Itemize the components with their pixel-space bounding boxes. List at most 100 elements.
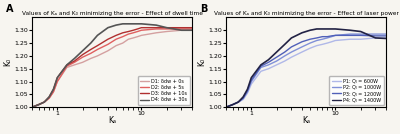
D2: δdw + 5s: (20, 1.3): δdw + 5s: (20, 1.3) (164, 28, 169, 30)
D3: δdw + 10s: (10, 1.31): δdw + 10s: (10, 1.31) (139, 27, 144, 29)
D1: δdw + 0s: (9, 1.27): δdw + 0s: (9, 1.27) (135, 36, 140, 38)
P1: Qₗ = 600W: (0.6, 1.01): Qₗ = 600W: (0.6, 1.01) (230, 104, 235, 105)
D1: δdw + 0s: (2, 1.18): δdw + 0s: (2, 1.18) (80, 62, 85, 63)
D2: δdw + 5s: (8, 1.29): δdw + 5s: (8, 1.29) (131, 32, 136, 34)
P2: Qₗ = 1000W: (1.3, 1.16): Qₗ = 1000W: (1.3, 1.16) (258, 67, 263, 68)
D3: δdw + 10s: (15, 1.31): δdw + 10s: (15, 1.31) (154, 27, 158, 29)
P4: Qₗ = 1400W: (9, 1.3): Qₗ = 1400W: (9, 1.3) (329, 28, 334, 30)
D2: δdw + 5s: (4, 1.25): δdw + 5s: (4, 1.25) (106, 44, 110, 45)
P3: Qₗ = 1200W: (40, 1.28): Qₗ = 1200W: (40, 1.28) (384, 35, 388, 37)
D4: δdw + 30s: (20, 1.31): δdw + 30s: (20, 1.31) (164, 27, 169, 29)
D2: δdw + 5s: (0.5, 1): δdw + 5s: (0.5, 1) (30, 106, 34, 108)
D2: δdw + 5s: (9, 1.29): δdw + 5s: (9, 1.29) (135, 31, 140, 32)
P3: Qₗ = 1200W: (0.6, 1.01): Qₗ = 1200W: (0.6, 1.01) (230, 104, 235, 105)
D3: δdw + 10s: (30, 1.31): δdw + 10s: (30, 1.31) (179, 27, 184, 29)
D1: δdw + 0s: (2.5, 1.19): δdw + 0s: (2.5, 1.19) (88, 58, 93, 59)
P4: Qₗ = 1400W: (7, 1.3): Qₗ = 1400W: (7, 1.3) (320, 28, 325, 30)
D3: δdw + 10s: (0.9, 1.07): δdw + 10s: (0.9, 1.07) (51, 88, 56, 90)
Legend: P1: Qₗ = 600W, P2: Qₗ = 1000W, P3: Qₗ = 1200W, P4: Qₗ = 1400W: P1: Qₗ = 600W, P2: Qₗ = 1000W, P3: Qₗ = … (330, 76, 384, 105)
D1: δdw + 0s: (1.6, 1.17): δdw + 0s: (1.6, 1.17) (72, 64, 77, 66)
P2: Qₗ = 1000W: (9, 1.27): Qₗ = 1000W: (9, 1.27) (329, 36, 334, 38)
D2: δdw + 5s: (15, 1.3): δdw + 5s: (15, 1.3) (154, 28, 158, 30)
X-axis label: Kₐ: Kₐ (302, 116, 310, 125)
D3: δdw + 10s: (0.5, 1): δdw + 10s: (0.5, 1) (30, 106, 34, 108)
P3: Qₗ = 1200W: (1.6, 1.18): Qₗ = 1200W: (1.6, 1.18) (266, 62, 271, 63)
D4: δdw + 30s: (2, 1.22): δdw + 30s: (2, 1.22) (80, 50, 85, 52)
D4: δdw + 30s: (8, 1.32): δdw + 30s: (8, 1.32) (131, 23, 136, 25)
P3: Qₗ = 1200W: (10, 1.28): Qₗ = 1200W: (10, 1.28) (333, 35, 338, 36)
P4: Qₗ = 1400W: (10, 1.3): Qₗ = 1400W: (10, 1.3) (333, 28, 338, 30)
P3: Qₗ = 1200W: (2, 1.2): Qₗ = 1200W: (2, 1.2) (274, 56, 279, 58)
D1: δdw + 0s: (8, 1.27): δdw + 0s: (8, 1.27) (131, 37, 136, 39)
P1: Qₗ = 600W: (10, 1.26): Qₗ = 600W: (10, 1.26) (333, 40, 338, 41)
D1: δdw + 0s: (30, 1.3): δdw + 0s: (30, 1.3) (179, 29, 184, 31)
P1: Qₗ = 600W: (15, 1.26): Qₗ = 600W: (15, 1.26) (348, 38, 352, 40)
P4: Qₗ = 1400W: (15, 1.3): Qₗ = 1400W: (15, 1.3) (348, 29, 352, 31)
P1: Qₗ = 600W: (6, 1.24): Qₗ = 600W: (6, 1.24) (314, 45, 319, 46)
P3: Qₗ = 1200W: (0.8, 1.03): Qₗ = 1200W: (0.8, 1.03) (241, 97, 246, 99)
P4: Qₗ = 1400W: (0.8, 1.04): Qₗ = 1400W: (0.8, 1.04) (241, 96, 246, 98)
D1: δdw + 0s: (5, 1.24): δdw + 0s: (5, 1.24) (114, 45, 118, 46)
P2: Qₗ = 1000W: (0.5, 1): Qₗ = 1000W: (0.5, 1) (224, 106, 228, 108)
P2: Qₗ = 1000W: (15, 1.28): Qₗ = 1000W: (15, 1.28) (348, 33, 352, 35)
Line: D1: δdw + 0s: D1: δdw + 0s (32, 30, 192, 107)
P4: Qₗ = 1400W: (2.5, 1.25): Qₗ = 1400W: (2.5, 1.25) (282, 44, 287, 45)
P4: Qₗ = 1400W: (30, 1.27): Qₗ = 1400W: (30, 1.27) (373, 37, 378, 39)
P3: Qₗ = 1200W: (8, 1.27): Qₗ = 1200W: (8, 1.27) (325, 36, 330, 38)
D2: δdw + 5s: (0.6, 1.01): δdw + 5s: (0.6, 1.01) (36, 104, 41, 105)
P1: Qₗ = 600W: (0.9, 1.05): Qₗ = 600W: (0.9, 1.05) (245, 92, 250, 94)
D3: δdw + 10s: (1, 1.11): δdw + 10s: (1, 1.11) (55, 77, 60, 79)
D1: δdw + 0s: (20, 1.29): δdw + 0s: (20, 1.29) (164, 31, 169, 32)
D3: δdw + 10s: (6, 1.29): δdw + 10s: (6, 1.29) (120, 32, 125, 34)
D3: δdw + 10s: (5, 1.28): δdw + 10s: (5, 1.28) (114, 35, 118, 36)
D3: δdw + 10s: (4, 1.26): δdw + 10s: (4, 1.26) (106, 38, 110, 40)
D3: δdw + 10s: (0.7, 1.02): δdw + 10s: (0.7, 1.02) (42, 101, 47, 103)
D2: δdw + 5s: (0.7, 1.02): δdw + 5s: (0.7, 1.02) (42, 101, 47, 103)
P2: Qₗ = 1000W: (4, 1.24): Qₗ = 1000W: (4, 1.24) (300, 46, 304, 48)
P3: Qₗ = 1200W: (1, 1.1): Qₗ = 1200W: (1, 1.1) (249, 79, 254, 81)
P4: Qₗ = 1400W: (0.5, 1): Qₗ = 1400W: (0.5, 1) (224, 106, 228, 108)
D2: δdw + 5s: (6, 1.27): δdw + 5s: (6, 1.27) (120, 36, 125, 38)
P2: Qₗ = 1000W: (1, 1.1): Qₗ = 1000W: (1, 1.1) (249, 81, 254, 82)
D2: δdw + 5s: (1.3, 1.16): δdw + 5s: (1.3, 1.16) (64, 65, 69, 67)
P3: Qₗ = 1200W: (7, 1.27): Qₗ = 1200W: (7, 1.27) (320, 36, 325, 38)
P1: Qₗ = 600W: (2.5, 1.18): Qₗ = 600W: (2.5, 1.18) (282, 60, 287, 62)
Line: D3: δdw + 10s: D3: δdw + 10s (32, 28, 192, 107)
D2: δdw + 5s: (2.5, 1.21): δdw + 5s: (2.5, 1.21) (88, 53, 93, 54)
P3: Qₗ = 1200W: (9, 1.28): Qₗ = 1200W: (9, 1.28) (329, 35, 334, 37)
D4: δdw + 30s: (1.3, 1.17): δdw + 30s: (1.3, 1.17) (64, 64, 69, 66)
P1: Qₗ = 600W: (4, 1.22): Qₗ = 600W: (4, 1.22) (300, 51, 304, 53)
P4: Qₗ = 1400W: (6, 1.3): Qₗ = 1400W: (6, 1.3) (314, 28, 319, 30)
P4: Qₗ = 1400W: (2, 1.22): Qₗ = 1400W: (2, 1.22) (274, 51, 279, 53)
D4: δdw + 30s: (10, 1.32): δdw + 30s: (10, 1.32) (139, 23, 144, 25)
P2: Qₗ = 1000W: (5, 1.25): Qₗ = 1000W: (5, 1.25) (308, 42, 312, 44)
P2: Qₗ = 1000W: (2, 1.18): Qₗ = 1000W: (2, 1.18) (274, 60, 279, 62)
P1: Qₗ = 600W: (2, 1.17): Qₗ = 600W: (2, 1.17) (274, 64, 279, 66)
P2: Qₗ = 1000W: (3, 1.22): Qₗ = 1000W: (3, 1.22) (289, 51, 294, 53)
D2: δdw + 5s: (40, 1.3): δdw + 5s: (40, 1.3) (190, 28, 194, 30)
P2: Qₗ = 1000W: (0.8, 1.03): Qₗ = 1000W: (0.8, 1.03) (241, 97, 246, 99)
D2: δdw + 5s: (1.6, 1.18): δdw + 5s: (1.6, 1.18) (72, 62, 77, 63)
D4: δdw + 30s: (3, 1.28): δdw + 30s: (3, 1.28) (95, 35, 100, 36)
D4: δdw + 30s: (0.5, 1): δdw + 30s: (0.5, 1) (30, 106, 34, 108)
D4: δdw + 30s: (4, 1.31): δdw + 30s: (4, 1.31) (106, 27, 110, 29)
P1: Qₗ = 600W: (30, 1.27): Qₗ = 600W: (30, 1.27) (373, 37, 378, 39)
P2: Qₗ = 1000W: (8, 1.27): Qₗ = 1000W: (8, 1.27) (325, 37, 330, 39)
P3: Qₗ = 1200W: (4, 1.25): Qₗ = 1200W: (4, 1.25) (300, 41, 304, 43)
P3: Qₗ = 1200W: (1.3, 1.16): Qₗ = 1200W: (1.3, 1.16) (258, 65, 263, 67)
D4: δdw + 30s: (0.8, 1.04): δdw + 30s: (0.8, 1.04) (47, 96, 52, 98)
D1: δdw + 0s: (3, 1.2): δdw + 0s: (3, 1.2) (95, 55, 100, 57)
X-axis label: Kₐ: Kₐ (108, 116, 116, 125)
D1: δdw + 0s: (10, 1.28): δdw + 0s: (10, 1.28) (139, 35, 144, 36)
D1: δdw + 0s: (1.3, 1.16): δdw + 0s: (1.3, 1.16) (64, 67, 69, 68)
D3: δdw + 10s: (3, 1.24): δdw + 10s: (3, 1.24) (95, 45, 100, 46)
D4: δdw + 30s: (0.6, 1.01): δdw + 30s: (0.6, 1.01) (36, 104, 41, 105)
Line: P1: Qₗ = 600W: P1: Qₗ = 600W (226, 38, 386, 107)
P3: Qₗ = 1200W: (6, 1.27): Qₗ = 1200W: (6, 1.27) (314, 37, 319, 39)
Y-axis label: K₀: K₀ (4, 58, 13, 66)
Legend: D1: δdw + 0s, D2: δdw + 5s, D3: δdw + 10s, D4: δdw + 30s: D1: δdw + 0s, D2: δdw + 5s, D3: δdw + 10… (138, 76, 190, 105)
D2: δdw + 5s: (0.9, 1.06): δdw + 5s: (0.9, 1.06) (51, 91, 56, 93)
D4: δdw + 30s: (15, 1.32): δdw + 30s: (15, 1.32) (154, 24, 158, 26)
D1: δdw + 0s: (15, 1.29): δdw + 0s: (15, 1.29) (154, 32, 158, 34)
P3: Qₗ = 1200W: (2.5, 1.22): Qₗ = 1200W: (2.5, 1.22) (282, 51, 287, 53)
